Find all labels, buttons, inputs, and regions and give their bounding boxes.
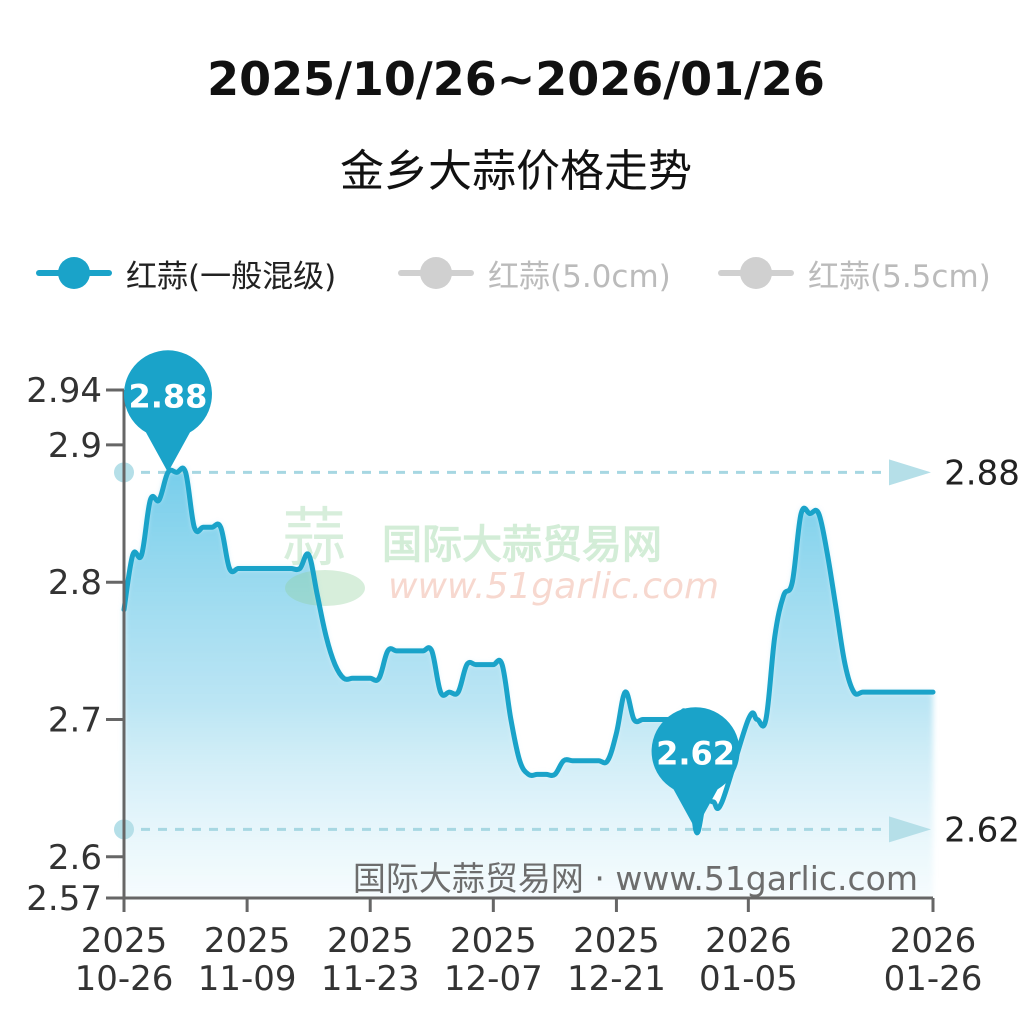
- min-reference-label: 2.62: [944, 810, 1020, 850]
- legend-label: 红蒜(5.5cm): [808, 258, 991, 295]
- max-marker-pin-icon: [123, 350, 212, 473]
- series-line: [121, 465, 936, 836]
- max-marker-label: 2.88: [128, 377, 207, 415]
- legend-item-general[interactable]: 红蒜(一般混级): [36, 248, 336, 298]
- x-tick-year: 2025: [81, 921, 168, 961]
- y-tick-label: 2.8: [48, 563, 102, 603]
- x-tick-year: 2025: [573, 921, 660, 961]
- min-marker-label: 2.62: [656, 734, 735, 772]
- legend-line-icon: [36, 257, 112, 289]
- legend-line-icon: [718, 257, 794, 289]
- x-tick-date: 11-09: [198, 959, 297, 999]
- y-tick-label: 2.9: [48, 426, 102, 466]
- legend-item-5cm[interactable]: 红蒜(5.0cm): [398, 248, 671, 298]
- x-tick-date: 12-21: [567, 959, 666, 999]
- legend-label: 红蒜(5.0cm): [488, 258, 671, 295]
- series-area: [124, 468, 933, 898]
- chart-subtitle: 金乡大蒜价格走势: [340, 146, 692, 197]
- x-tick-year: 2025: [204, 921, 291, 961]
- x-tick-date: 01-26: [884, 959, 983, 999]
- chart-title: 2025/10/26~2026/01/26: [207, 52, 825, 106]
- min-marker: 2.62: [651, 707, 740, 830]
- max-marker: 2.88: [123, 350, 212, 473]
- max-reference-label: 2.88: [944, 453, 1020, 493]
- max-reference-arrow-icon: [889, 459, 931, 486]
- legend-dot-icon: [420, 257, 452, 289]
- y-tick-label: 2.94: [26, 371, 102, 411]
- legend-label: 红蒜(一般混级): [126, 258, 337, 295]
- y-tick-label: 2.6: [48, 838, 102, 878]
- watermark-footer: 国际大蒜贸易网 · www.51garlic.com: [353, 859, 918, 898]
- min-reference-arrow-icon: [889, 816, 931, 843]
- x-tick-date: 01-05: [699, 959, 798, 999]
- x-tick-date: 11-23: [321, 959, 420, 999]
- legend-dot-icon: [740, 257, 772, 289]
- svg-text:蒜: 蒜: [282, 502, 346, 576]
- x-tick-year: 2025: [327, 921, 414, 961]
- x-tick-year: 2026: [705, 921, 792, 961]
- legend-line-icon: [398, 257, 474, 289]
- legend: 红蒜(一般混级) 红蒜(5.0cm) 红蒜(5.5cm): [0, 248, 1032, 298]
- y-tick-label: 2.7: [48, 701, 102, 741]
- watermark-url: www.51garlic.com: [388, 566, 719, 607]
- legend-item-5-5cm[interactable]: 红蒜(5.5cm): [718, 248, 991, 298]
- watermark-cn: 国际大蒜贸易网: [382, 522, 662, 568]
- x-tick-year: 2026: [890, 921, 977, 961]
- x-tick-year: 2025: [450, 921, 537, 961]
- min-marker-pin-icon: [651, 707, 740, 830]
- legend-dot-icon: [58, 257, 90, 289]
- y-tick-label: 2.57: [26, 879, 102, 919]
- x-tick-date: 12-07: [444, 959, 543, 999]
- garlic-logo-icon: 蒜: [282, 502, 365, 606]
- x-tick-date: 10-26: [75, 959, 174, 999]
